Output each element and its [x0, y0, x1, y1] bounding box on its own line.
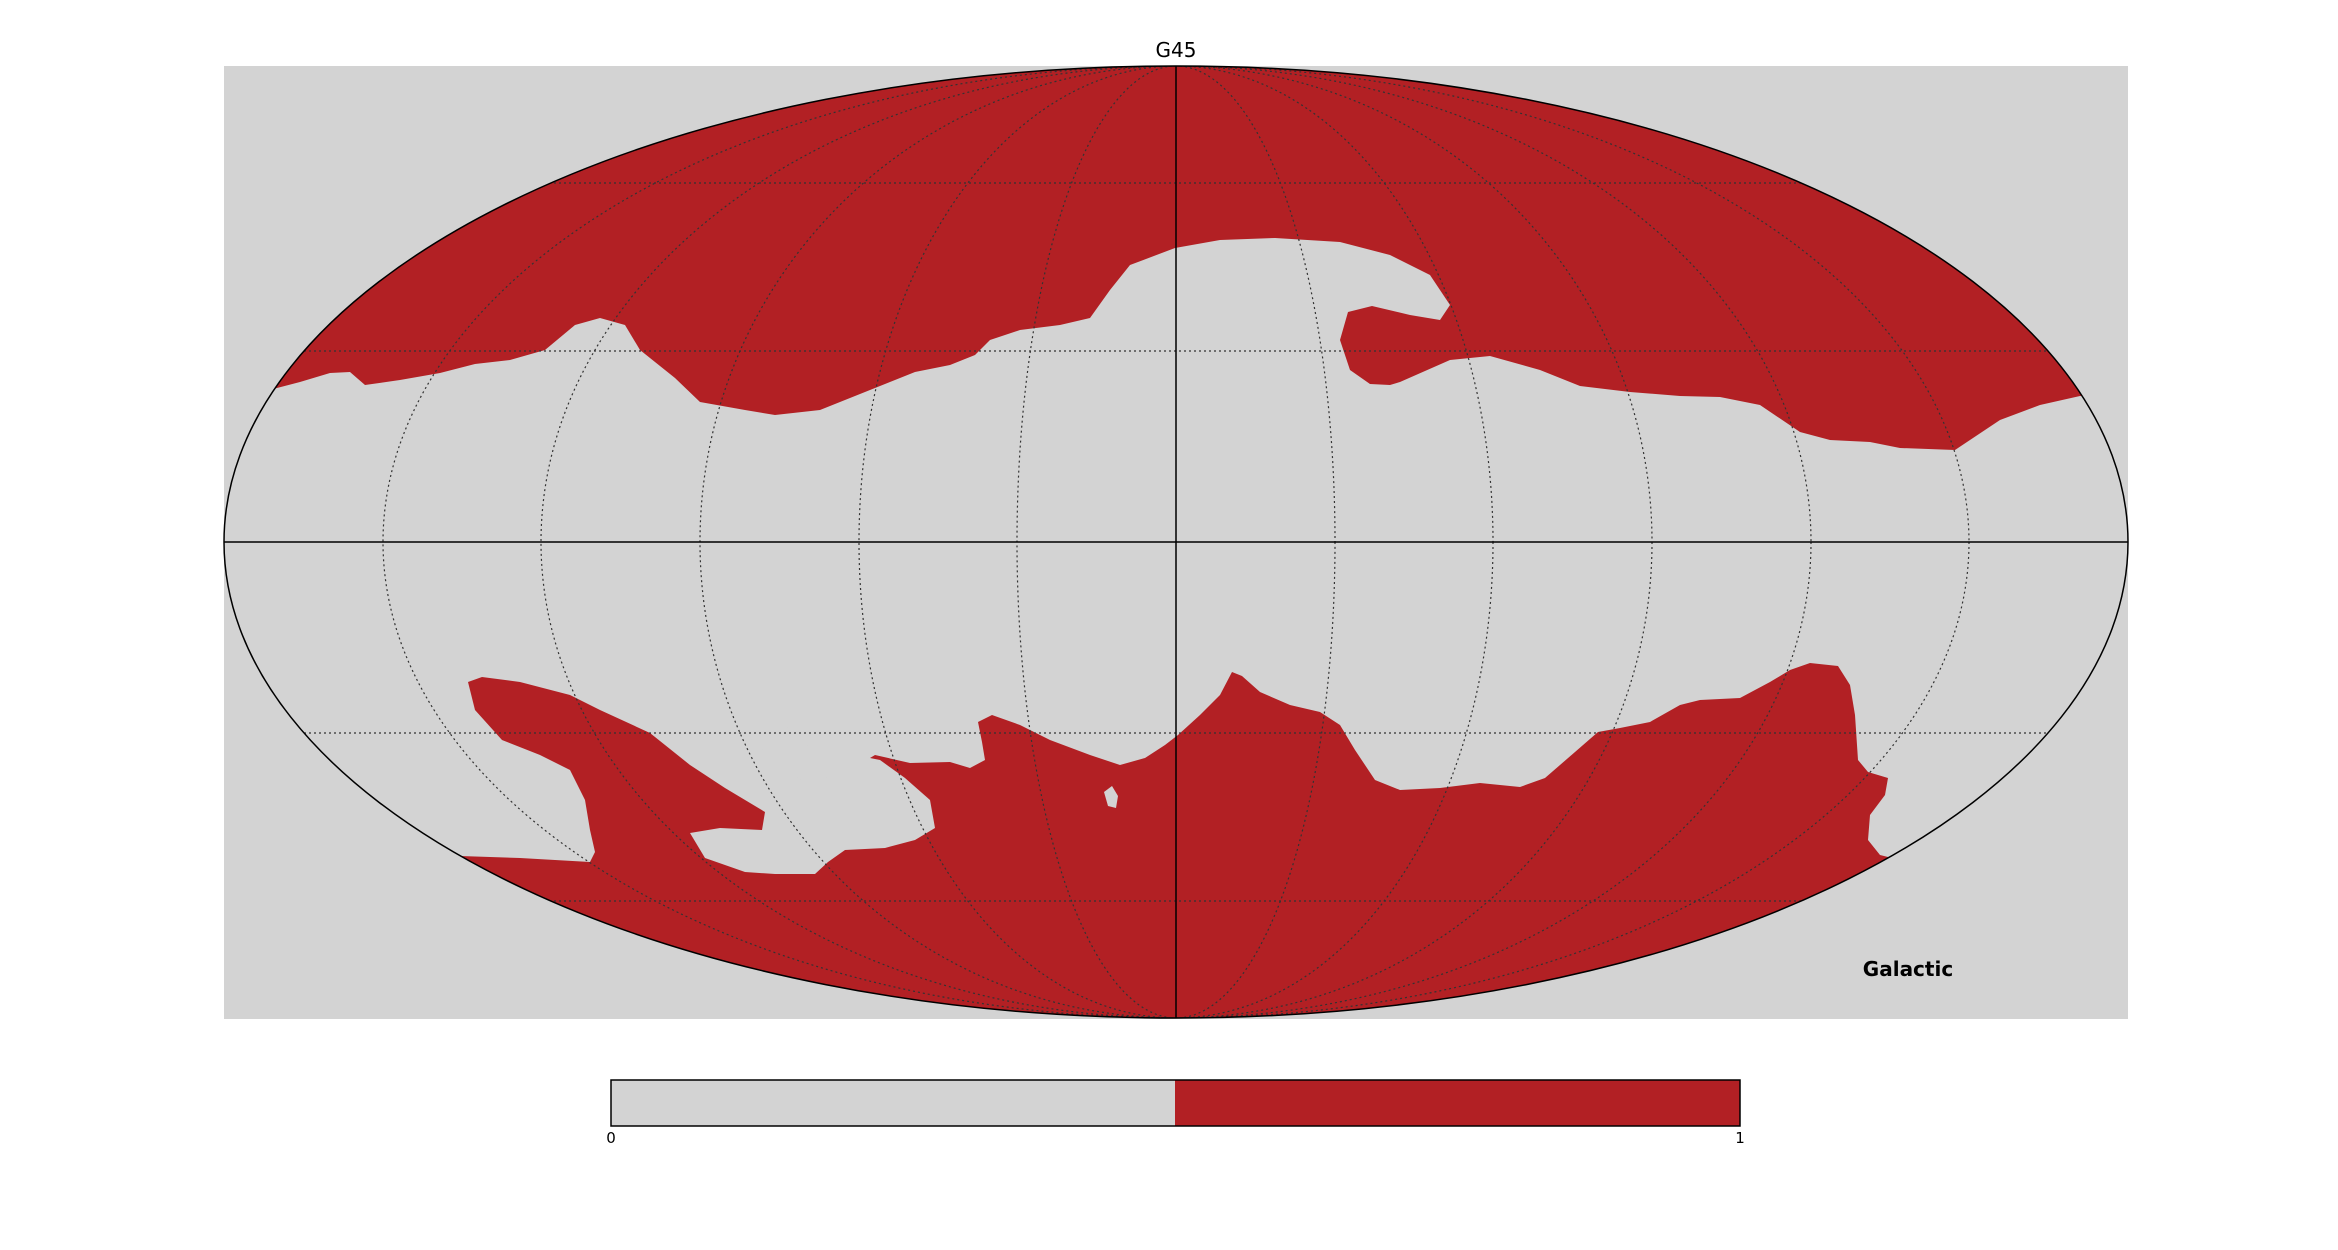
colorbar-segment-high	[1175, 1080, 1740, 1126]
coordinate-system-label: Galactic	[1863, 957, 1953, 981]
southern-masked-region	[224, 663, 2128, 1018]
map-title: G45	[1156, 38, 1197, 62]
colorbar-frame	[610, 1079, 1741, 1127]
northern-masked-region	[224, 66, 2128, 450]
colorbar-segment-low	[611, 1080, 1175, 1126]
colorbar: 0 1	[606, 1079, 1745, 1147]
colorbar-max-label: 1	[1735, 1129, 1745, 1147]
masked-island-small	[1104, 786, 1118, 808]
masked-island-left	[742, 712, 830, 785]
projection-boundary	[223, 65, 2129, 1019]
colorbar-min-label: 0	[606, 1129, 616, 1147]
sky-projection	[223, 65, 2129, 1019]
